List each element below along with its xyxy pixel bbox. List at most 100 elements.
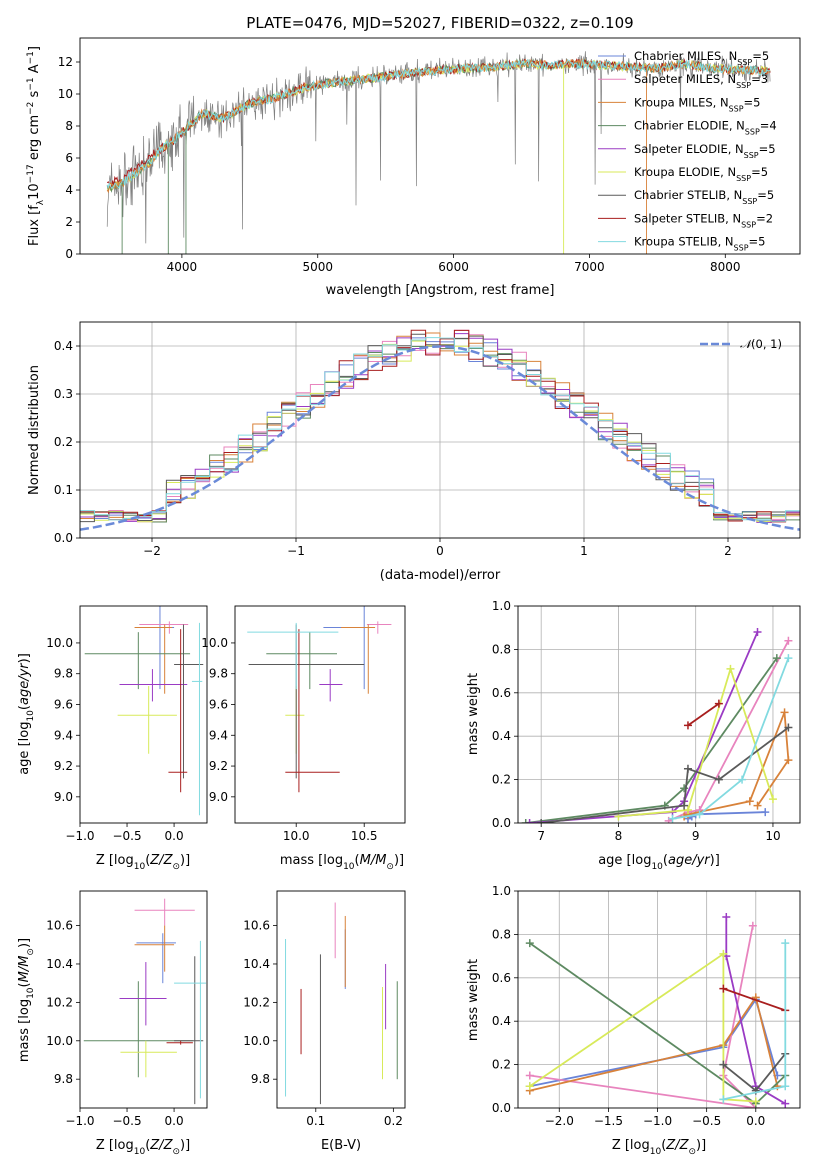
- x-tick-label: −1.0: [65, 829, 94, 843]
- weight-marker: [683, 764, 692, 773]
- weight-line: [687, 702, 720, 727]
- weight-marker: [525, 819, 534, 823]
- weight-z-panel: −2.0 −1.5 −1.0 −0.5 0.0 0.0 0.2 0.4 0.6 0.8 1.0: [492, 884, 801, 1128]
- y-tick-label: 9.6: [209, 697, 228, 711]
- x-tick-label: 6000: [438, 260, 469, 274]
- weight-line: [529, 997, 779, 1088]
- weight-marker: [525, 1071, 534, 1080]
- weight-marker: [722, 913, 731, 922]
- weight-line: [529, 952, 756, 1103]
- legend-label: Salpeter ELODIE, NSSP=5: [634, 142, 776, 160]
- x-tick-label: 0.0: [746, 1114, 765, 1128]
- weight-marker: [780, 708, 789, 717]
- age-mass-panel-frame: [234, 605, 406, 824]
- normal-curve: [80, 345, 800, 531]
- y-tick-label: 9.0: [209, 790, 228, 804]
- weight-marker: [714, 775, 723, 784]
- x-tick-label: 0.0: [165, 829, 184, 843]
- residual-panel-frame: [79, 321, 801, 539]
- y-tick-label: 0.8: [492, 927, 511, 941]
- y-tick-label: 0.4: [492, 729, 511, 743]
- residual-ylabel: Normed distribution: [27, 365, 42, 495]
- x-tick-label: 9: [692, 829, 700, 843]
- y-tick-label: 9.6: [54, 697, 73, 711]
- y-tick-label: 9.2: [54, 759, 73, 773]
- weight-marker: [738, 775, 747, 784]
- mass-z-xlabel: Z [log10(Z/Z⊙)]: [96, 1138, 190, 1157]
- y-tick-label: 9.8: [209, 667, 228, 681]
- weight-age-panel-frame: [517, 605, 801, 824]
- y-tick-label: 0.6: [492, 971, 511, 985]
- y-tick-label: 0.4: [492, 1014, 511, 1028]
- legend-label: Salpeter STELIB, NSSP=2: [634, 211, 773, 229]
- age-mass-panel-plot: [247, 606, 392, 793]
- x-tick-label: −2.0: [545, 1114, 574, 1128]
- x-tick-label: 0.0: [165, 1114, 184, 1128]
- mass-z-panel-frame: [79, 890, 208, 1109]
- age-mass-xlabel: mass [log10(M/M⊙)]: [280, 853, 404, 872]
- weight-marker: [753, 801, 762, 810]
- legend-label: Chabrier ELODIE, NSSP=4: [634, 119, 777, 137]
- weight-marker: [683, 721, 692, 730]
- legend-label: Chabrier MILES, NSSP=5: [634, 49, 769, 67]
- age-mass-panel: 10.0 10.5 9.0 9.2 9.4 9.6 9.8 10.0: [201, 605, 406, 843]
- weight-marker: [719, 984, 728, 993]
- y-tick-label: 4: [65, 183, 73, 197]
- weight-marker: [719, 1095, 728, 1104]
- weight-marker: [784, 723, 793, 732]
- weight-line: [672, 657, 790, 820]
- y-tick-label: 9.4: [209, 728, 228, 742]
- residual-xlabel: (data-model)/error: [380, 568, 501, 583]
- x-tick-label: −1: [287, 544, 305, 558]
- weight-line: [725, 917, 786, 1105]
- x-tick-label: 5000: [302, 260, 333, 274]
- weight-line: [618, 665, 774, 818]
- y-tick-label: 1.0: [492, 884, 511, 898]
- x-tick-label: −0.5: [112, 1114, 141, 1128]
- weight-age-ylabel: mass weight: [466, 673, 481, 755]
- age-z-panel-frame: [79, 605, 208, 824]
- x-tick-label: 1: [580, 544, 588, 558]
- weight-age-xlabel: age [log10(age/yr)]: [598, 853, 720, 872]
- x-tick-label: 8000: [710, 260, 741, 274]
- y-tick-label: 0.4: [54, 339, 73, 353]
- age-z-panel-plot: [84, 606, 204, 816]
- weight-marker: [781, 939, 790, 948]
- weight-marker: [537, 819, 546, 823]
- model-spectrum: [106, 58, 771, 189]
- weight-marker: [784, 654, 793, 663]
- y-tick-label: 10.4: [243, 957, 270, 971]
- legend-label: Kroupa STELIB, NSSP=5: [634, 235, 765, 253]
- y-tick-label: 0.0: [54, 531, 73, 545]
- residual-panel-plot: [80, 322, 800, 538]
- spectrum-panel-plot: [106, 51, 771, 254]
- weight-marker: [714, 699, 723, 708]
- y-tick-label: 6: [65, 151, 73, 165]
- mass-z-ylabel: mass [log10(M/M⊙)]: [17, 938, 36, 1062]
- weight-marker: [761, 808, 770, 817]
- weight-z-xlabel: Z [log10(Z/Z⊙)]: [612, 1138, 706, 1157]
- y-tick-label: 9.8: [251, 1072, 270, 1086]
- x-tick-label: 10.0: [283, 829, 310, 843]
- figure-title: PLATE=0476, MJD=52027, FIBERID=0322, z=0…: [246, 14, 633, 32]
- mass-ebv-xlabel: E(B-V): [321, 1138, 361, 1153]
- y-tick-label: 9.0: [54, 790, 73, 804]
- y-tick-label: 10.0: [46, 1034, 73, 1048]
- legend-label: Chabrier STELIB, NSSP=5: [634, 188, 774, 206]
- weight-marker: [683, 805, 692, 814]
- x-tick-label: −2: [143, 544, 161, 558]
- y-tick-label: 2: [65, 215, 73, 229]
- weight-line: [529, 995, 779, 1092]
- weight-marker: [680, 801, 689, 810]
- x-tick-label: 0.2: [384, 1114, 403, 1128]
- normal-legend-label: 𝒩(0, 1): [740, 337, 782, 351]
- weight-age-panel: 7 8 9 10 0.0 0.2 0.4 0.6 0.8 1.0: [492, 599, 801, 843]
- weight-marker: [772, 654, 781, 663]
- legend-label: Kroupa MILES, NSSP=5: [634, 95, 760, 113]
- y-tick-label: 0: [65, 247, 73, 261]
- y-tick-label: 10.6: [243, 919, 270, 933]
- age-z-xlabel: Z [log10(Z/Z⊙)]: [96, 853, 190, 872]
- spectrum-xlabel: wavelength [Angstrom, rest frame]: [326, 283, 555, 298]
- y-tick-label: 10.4: [46, 957, 73, 971]
